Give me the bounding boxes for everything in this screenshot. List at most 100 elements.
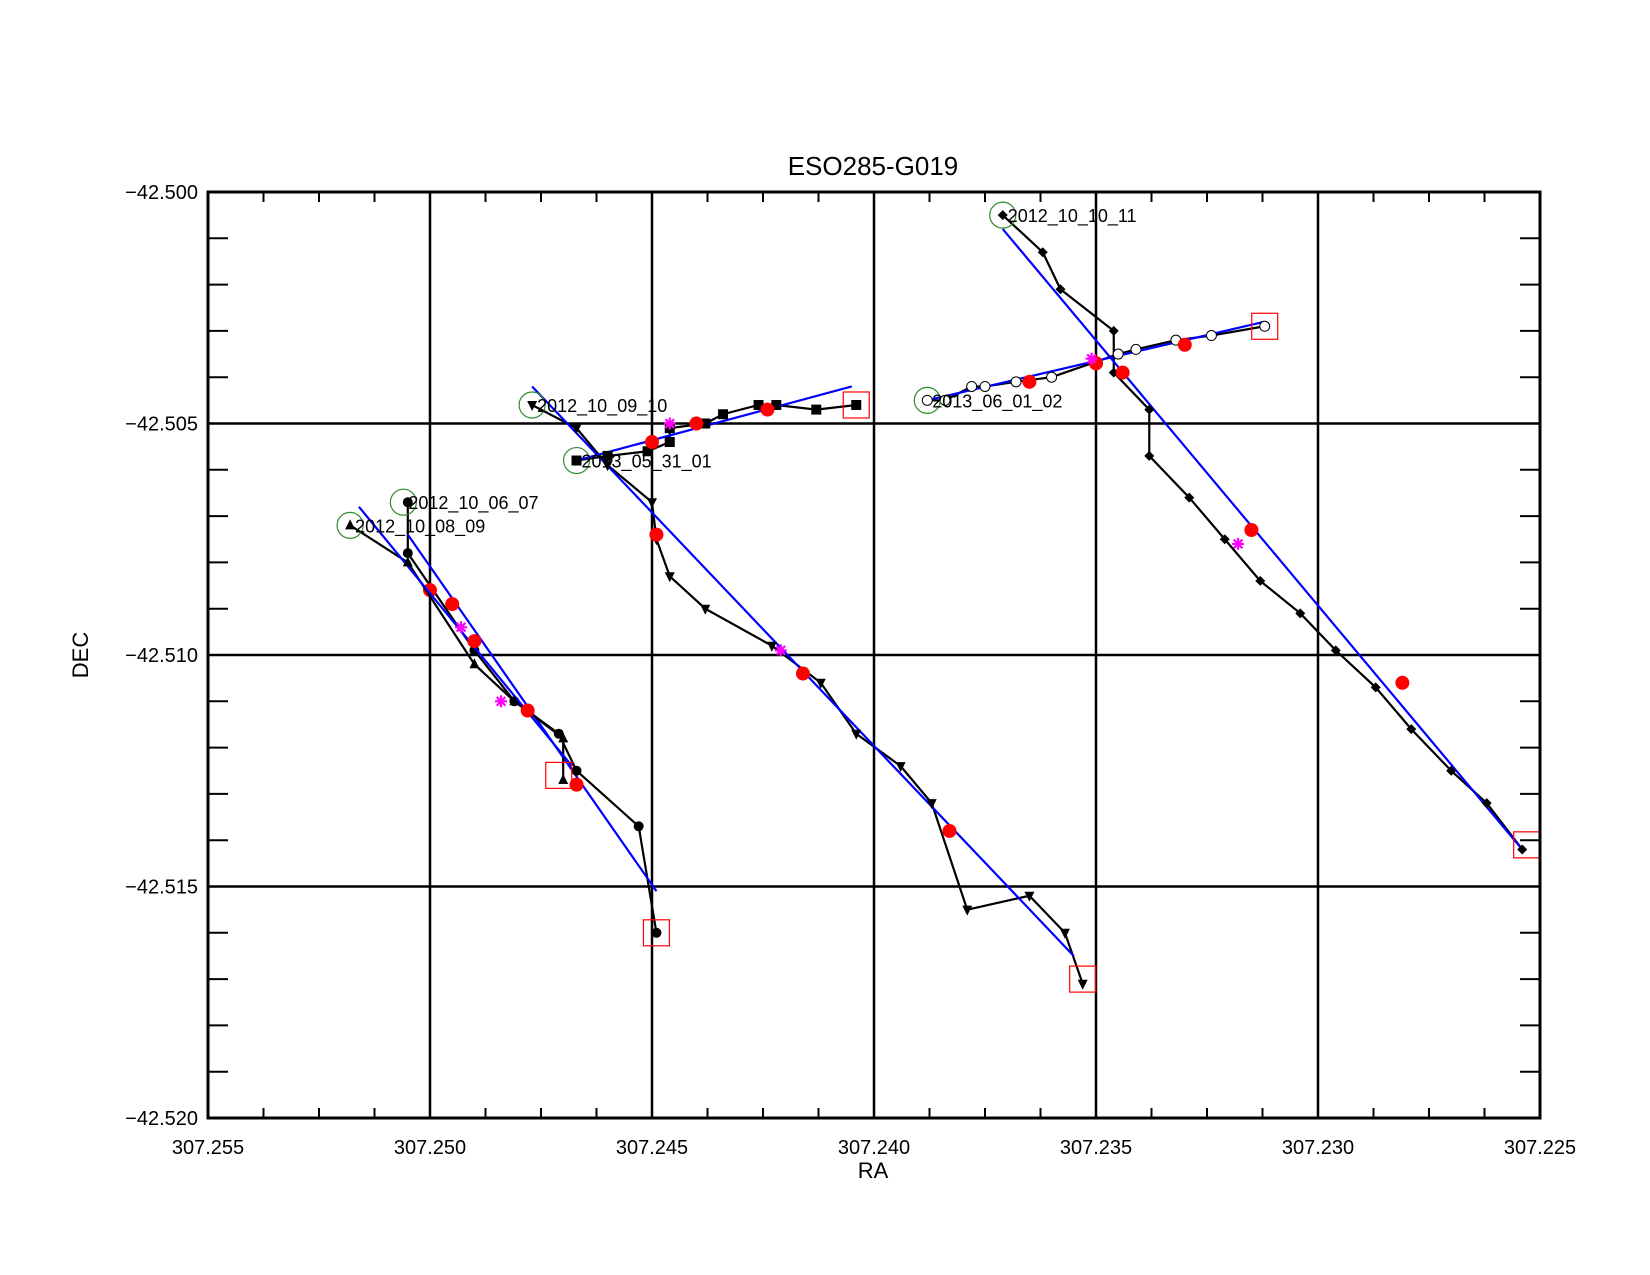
track-point [1055,284,1066,295]
y-tick-label: −42.520 [125,1108,198,1130]
track-point [700,418,711,429]
start-circle [518,391,546,419]
end-square [642,919,671,947]
series-2012_10_08_09: 2012_10_08_09 [336,506,573,789]
track-point [571,765,582,776]
red-point [760,402,775,417]
y-tick-label: −42.500 [125,182,198,204]
red-point [942,823,957,838]
track-point [1046,371,1058,383]
y-tick-label: −42.515 [125,877,198,899]
track-point [1406,724,1417,735]
series-label: 2012_10_09_10 [537,396,667,417]
track-point [1255,575,1266,586]
magenta-point [664,418,675,429]
track-point [1446,765,1457,776]
y-tick-label: −42.505 [125,414,198,436]
track-point [962,905,973,916]
series-2013_06_01_02: 2013_06_01_02 [913,312,1279,414]
track-point [509,695,520,706]
track-point [1370,682,1381,693]
fit-line [358,506,573,767]
series-2013_05_31_01: 2013_05_31_01 [562,385,870,475]
track-point [1144,450,1155,461]
red-point [569,777,584,792]
track-point [771,399,782,410]
track-point [1130,343,1142,355]
track-point [718,409,729,420]
axis-ticks [207,191,1541,1119]
track-point [402,548,413,559]
magenta-point [495,696,507,707]
series-label: 2012_10_08_09 [355,516,485,537]
fit-line [576,385,853,462]
magenta-point [1086,353,1097,364]
track-point [1059,928,1070,939]
track-point [815,678,826,689]
red-point [1244,522,1259,537]
series-label: 2012_10_06_07 [408,493,538,514]
end-square [1251,312,1279,340]
start-circle [562,446,591,475]
track-point [753,399,764,410]
start-circle [389,488,417,516]
track-point [469,658,480,669]
track-line [531,404,1084,985]
track-point [997,210,1008,221]
track-point [1077,979,1088,990]
y-axis-label: DEC [68,632,93,679]
track-point [1108,325,1119,336]
track-point [345,519,356,530]
red-point [645,435,659,450]
track-point [979,380,991,392]
track-point [811,404,822,415]
track-point [921,394,933,406]
track-point [633,821,644,832]
red-point [649,527,664,542]
track-point [1184,492,1195,503]
red-point [689,416,704,431]
track-point [602,461,613,472]
red-point [467,634,482,649]
track-point [642,446,653,457]
x-tick-label: 307.235 [1060,1137,1132,1159]
track-point [602,450,613,461]
x-tick-label: 307.245 [616,1137,688,1159]
red-point [1395,675,1410,690]
track-point [1259,320,1271,332]
end-square [842,391,870,419]
magenta-point [775,645,786,656]
x-tick-label: 307.240 [838,1137,910,1159]
plot-frame [206,190,1542,1120]
start-circle [989,201,1017,229]
series-2012_10_09_10: 2012_10_09_10 [518,385,1097,993]
y-tick-labels: −42.520 −42.515 −42.510 −42.505 −42.500 [125,182,198,1130]
track-point [1330,645,1341,656]
red-point [1022,374,1037,389]
red-point [1115,365,1130,380]
track-point [1024,891,1035,902]
series-label: 2012_10_10_11 [1008,206,1137,227]
track-point [664,437,675,448]
x-tick-label: 307.230 [1282,1137,1354,1159]
red-point [1177,337,1192,352]
track-point [402,556,413,567]
track-point [469,645,480,656]
x-axis-label: RA [858,1158,889,1183]
fit-line [1001,228,1524,851]
start-circle [336,511,364,539]
track-point [700,604,711,615]
track-point [647,498,657,509]
track-point [1219,534,1230,545]
end-square [545,761,573,789]
track-point [1517,844,1528,855]
track-point [966,380,978,392]
track-point [1144,404,1155,415]
track-point [651,927,662,938]
x-tick-labels: 307.255 307.250 307.245 307.240 307.235 307.2… [172,1137,1576,1159]
track-point [1205,330,1217,342]
magenta-point [455,622,467,633]
track-point [664,572,675,583]
